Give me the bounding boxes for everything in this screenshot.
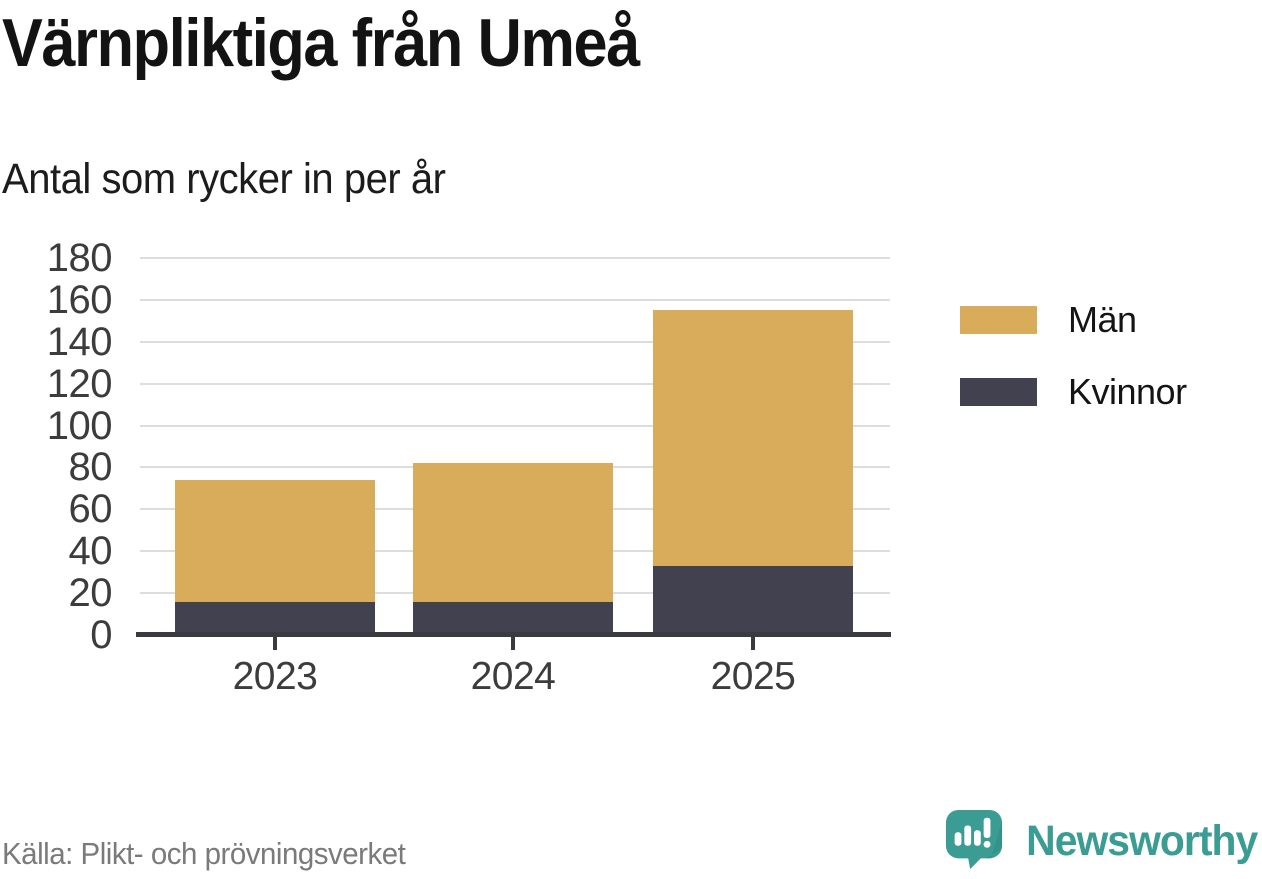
legend-label-kvinnor: Kvinnor <box>1068 371 1187 412</box>
legend-swatch-män <box>960 306 1037 334</box>
brand-name: Newsworthy <box>1025 817 1258 865</box>
gridline-100 <box>140 424 890 427</box>
gridline-140 <box>140 340 890 343</box>
y-axis-label-80: 80 <box>68 445 113 490</box>
x-axis-label-2024: 2024 <box>470 655 556 698</box>
chart-subtitle: Antal som rycker in per år <box>2 155 446 203</box>
bar-2024 <box>413 258 613 635</box>
y-axis-label-100: 100 <box>46 403 113 448</box>
bar-2025 <box>653 258 853 635</box>
gridline-160 <box>140 298 890 301</box>
gridline-120 <box>140 382 890 385</box>
y-axis-labels: 0 20 40 60 80 100 120 140 160 180 <box>20 238 113 655</box>
legend-label-män: Män <box>1068 299 1137 340</box>
x-axis-tick-2025 <box>751 637 755 650</box>
gridline-180 <box>140 257 890 259</box>
legend-item-män: Män <box>960 299 1187 341</box>
y-axis-label-0: 0 <box>90 613 112 657</box>
x-axis-tick-2023 <box>273 637 277 650</box>
bar-2023 <box>175 258 375 635</box>
y-axis-label-180: 180 <box>46 236 113 280</box>
plot-area <box>136 257 891 650</box>
newsworthy-bubble-icon <box>944 808 1004 875</box>
bar-segment-2024-män <box>413 463 613 602</box>
bar-segment-2023-män <box>175 480 375 602</box>
legend: Män Kvinnor <box>960 299 1187 443</box>
y-axis-label-20: 20 <box>68 571 113 616</box>
x-axis-tick-2024 <box>511 637 515 650</box>
bar-segment-2023-kvinnor <box>175 601 375 635</box>
legend-item-kvinnor: Kvinnor <box>960 371 1187 413</box>
x-axis-label-2025: 2025 <box>710 655 796 698</box>
source-note: Källa: Plikt- och prövningsverket <box>2 836 406 871</box>
brand-logo: Newsworthy <box>944 808 1258 875</box>
x-axis-label-2023: 2023 <box>232 655 318 698</box>
y-axis-label-160: 160 <box>46 277 113 322</box>
bar-segment-2025-kvinnor <box>653 565 853 635</box>
x-axis-line <box>136 632 891 637</box>
y-axis-label-120: 120 <box>46 361 113 406</box>
y-axis-label-60: 60 <box>68 487 113 532</box>
x-axis-labels: 2023 2024 2025 <box>140 655 890 705</box>
y-axis-label-40: 40 <box>68 529 113 574</box>
bar-segment-2025-män <box>653 310 853 566</box>
legend-swatch-kvinnor <box>960 378 1037 406</box>
page-title: Värnpliktiga från Umeå <box>2 5 640 81</box>
bar-segment-2024-kvinnor <box>413 601 613 635</box>
y-axis-label-140: 140 <box>46 319 113 364</box>
